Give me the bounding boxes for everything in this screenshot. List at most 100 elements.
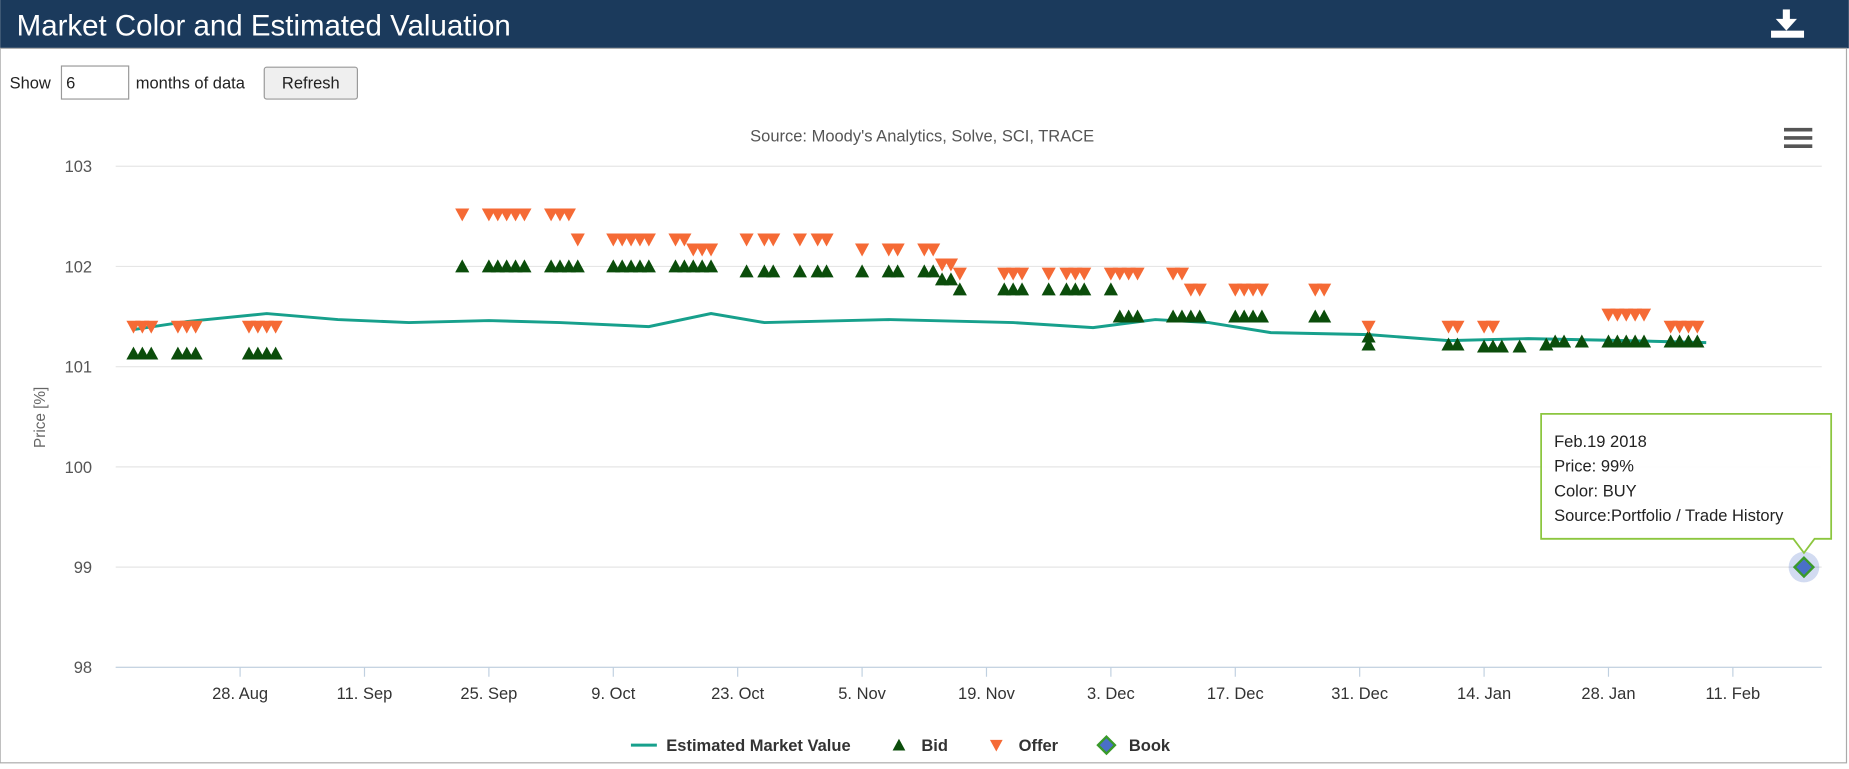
triangle-down [615,233,630,247]
triangle-up [739,264,754,278]
menu-icon[interactable] [1783,127,1813,148]
x-tick-label: 11. Feb [1706,685,1761,703]
triangle-down [570,233,585,247]
triangle-up [1245,309,1261,323]
triangle-down [1485,320,1501,334]
triangle-up [926,264,941,278]
x-tick-label: 23. Oct [711,685,765,703]
months-value[interactable]: 6 [66,74,75,92]
tooltip-line: Source:Portfolio / Trade History [1554,507,1784,525]
triangle-down [135,320,150,334]
triangle-up [1014,282,1030,296]
triangle-down [1441,320,1456,334]
triangle-up [1636,334,1652,348]
triangle-up [686,259,701,273]
diamond [1792,556,1816,579]
triangle-down [508,208,523,222]
triangle-up [179,346,194,360]
triangle-up [1121,309,1136,323]
triangle-up [892,738,906,751]
triangle-up [1361,337,1376,351]
triangle-down [1361,320,1376,334]
triangle-up [623,259,639,273]
months-input[interactable] [60,65,130,100]
triangle-down [561,208,576,222]
triangle-up [615,259,630,273]
triangle-up [855,264,870,278]
triangle-down [1308,283,1323,297]
triangle-down [499,208,514,222]
triangle-down [1121,267,1136,281]
triangle-down [517,208,532,222]
triangle-up [1317,309,1332,323]
x-tick-label: 19. Nov [958,685,1016,703]
legend-label: Book [1129,737,1171,755]
triangle-down [997,267,1012,281]
triangle-down [1610,308,1625,322]
frame [0,47,1848,764]
download-icon[interactable] [1771,9,1805,38]
triangle-up [1556,334,1572,348]
triangle-up [1308,309,1323,323]
triangle-up [632,259,648,273]
triangle-down [677,233,692,247]
triangle-up [1006,282,1021,296]
triangle-up [668,259,683,273]
triangle-up [126,346,141,360]
legend-label: Offer [1019,737,1059,755]
triangle-up [241,346,257,360]
triangle-up [1619,334,1634,348]
triangle-down [1014,267,1030,281]
triangle-up [695,259,710,273]
x-tick-label: 5. Nov [838,685,886,703]
show-label: Show [10,74,51,92]
triangle-up [1441,337,1456,351]
triangle-up [606,259,621,273]
triangle-down [632,233,648,247]
triangle-down [1166,267,1181,281]
triangle-up [1041,282,1056,296]
triangle-up [703,259,719,273]
triangle-down [1103,267,1118,281]
triangle-down [703,243,719,257]
triangle-up [1166,309,1181,323]
triangle-up [677,259,692,273]
refresh-label[interactable]: Refresh [282,74,340,92]
triangle-up [1512,339,1527,353]
triangle-up [1103,282,1118,296]
triangle-down [934,258,950,272]
triangle-up [250,346,265,360]
triangle-up [757,264,772,278]
triangle-down [1112,267,1127,281]
triangle-up [490,259,505,273]
triangle-up [1254,309,1270,323]
triangle-down [1245,283,1261,297]
triangle-up [819,264,834,278]
x-tick-label: 28. Jan [1581,685,1635,703]
triangle-down [1228,283,1243,297]
x-tick-label: 11. Sep [337,685,393,703]
triangle-down [855,243,870,257]
x-tick-label: 17. Dec [1207,685,1264,703]
triangle-down [170,320,185,334]
triangle-down [1254,283,1270,297]
y-axis-label: Price [%] [32,387,49,448]
triangle-up [1112,309,1127,323]
triangle-down [250,320,265,334]
triangle-down [1130,267,1145,281]
x-tick-label: 28. Aug [212,685,268,703]
triangle-down [1450,320,1465,334]
triangle-down [890,243,905,257]
triangle-down [1174,267,1190,281]
tooltip-line: Color: BUY [1554,482,1637,500]
y-tick-label: 103 [65,158,93,176]
refresh-button[interactable] [263,66,358,100]
triangle-down [1183,283,1198,297]
triangle-up [1610,334,1625,348]
triangle-up [934,272,950,286]
triangle-down [126,320,141,334]
triangle-down [490,208,505,222]
triangle-down [1690,320,1705,334]
triangle-down [1192,283,1207,297]
triangle-up [1361,329,1376,343]
